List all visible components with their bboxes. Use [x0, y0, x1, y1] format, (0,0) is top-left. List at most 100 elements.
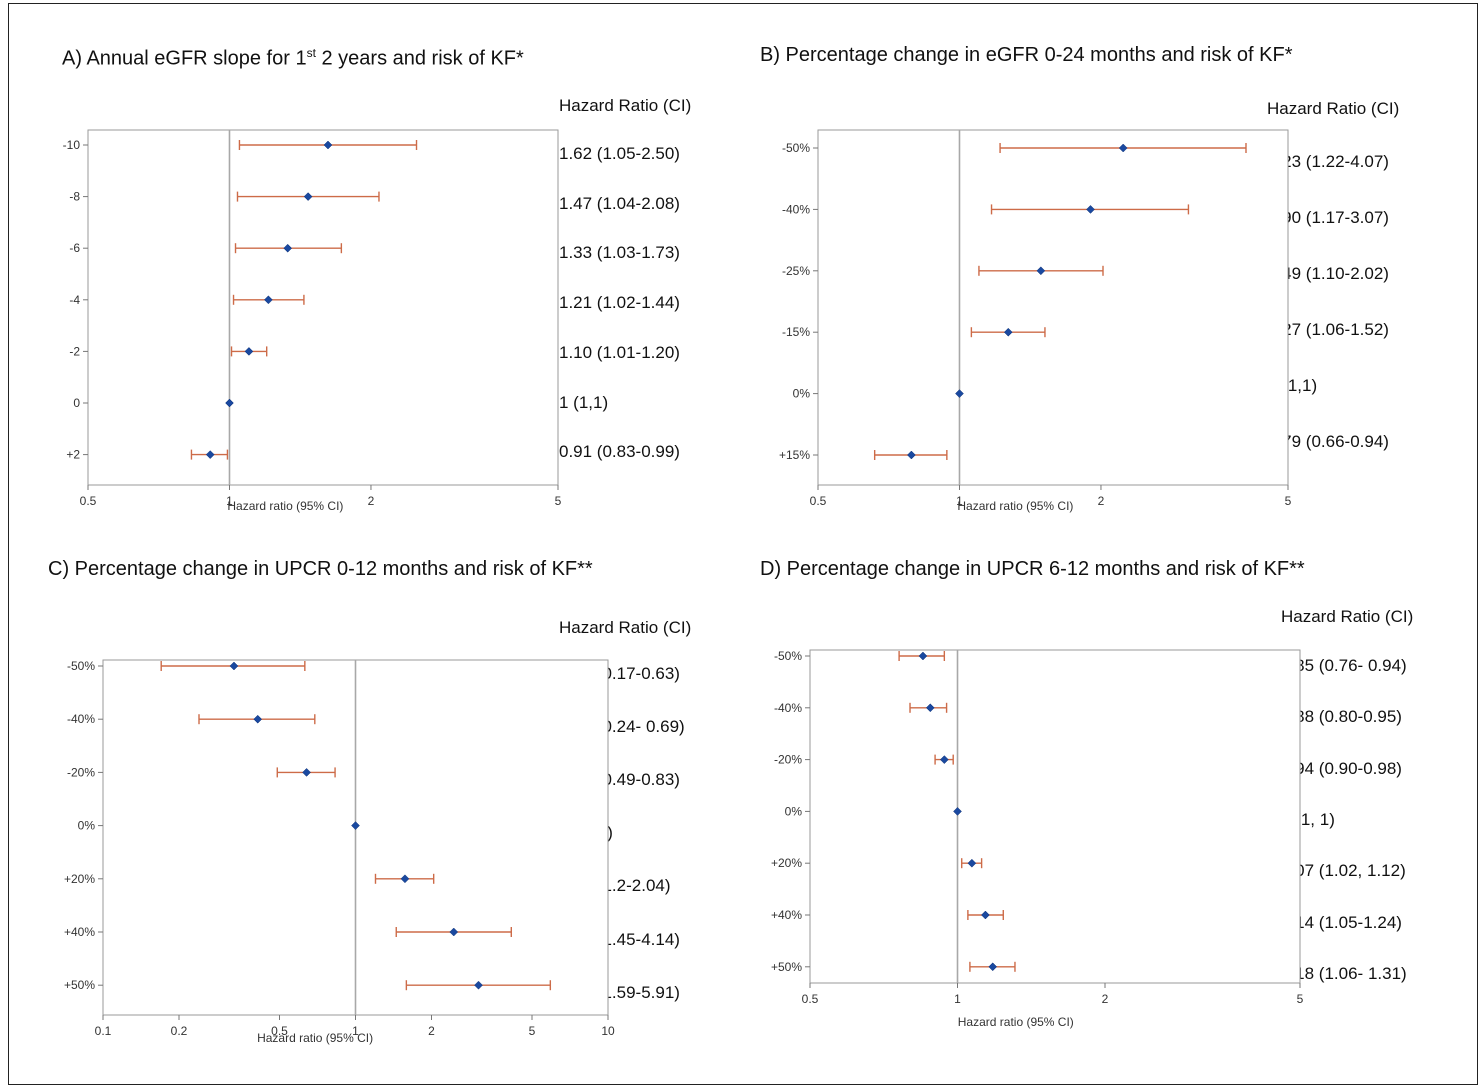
x-tick-label: 2 [1102, 992, 1109, 1006]
hazard-ratio-point [474, 980, 483, 990]
x-axis-label: Hazard ratio (95% CI) [257, 1031, 373, 1045]
hazard-ratio-point [449, 927, 459, 937]
y-tick-label: -40% [774, 701, 802, 715]
panel-d-hr-header: Hazard Ratio (CI) [1281, 607, 1414, 626]
hazard-ratio-point [351, 821, 360, 830]
x-tick-label: 1 [226, 494, 233, 508]
y-tick-label: +40% [64, 925, 95, 939]
y-tick-label: -4 [69, 293, 80, 307]
panel-a-hr-value: 1.62 (1.05-2.50) [559, 144, 680, 163]
x-tick-label: 10 [601, 1024, 615, 1038]
figure-frame [8, 3, 1478, 1085]
hazard-ratio-point [225, 398, 234, 408]
y-tick-label: 0% [78, 819, 96, 833]
panel-b-hr-value: 1.27 (1.06-1.52) [1268, 320, 1389, 339]
panel-b-hr-value: 1.90 (1.17-3.07) [1268, 208, 1389, 227]
hazard-ratio-point [302, 768, 311, 777]
y-tick-label: -8 [69, 190, 80, 204]
panel-d-hr-value: 0.85 (0.76- 0.94) [1281, 656, 1407, 675]
panel-a-hr-value: 1.47 (1.04-2.08) [559, 193, 680, 213]
y-tick-label: -2 [69, 344, 80, 358]
plot-area [817, 129, 1289, 486]
hazard-ratio-point [988, 962, 998, 972]
y-tick-label: -40% [782, 202, 810, 216]
y-tick-label: +40% [771, 908, 802, 922]
hazard-ratio-point [955, 389, 964, 398]
x-tick-label: 5 [529, 1024, 536, 1038]
x-tick-label: 1 [352, 1024, 359, 1038]
y-tick-label: +50% [771, 960, 802, 974]
panel-d-hr-value: 1.07 (1.02, 1.12) [1281, 861, 1406, 881]
y-tick-label: +15% [779, 448, 810, 462]
panel-d-title: D) Percentage change in UPCR 6-12 months… [760, 558, 1305, 581]
hazard-ratio-point [953, 807, 962, 816]
y-tick-label: -25% [782, 264, 810, 278]
hazard-ratio-point [253, 714, 263, 724]
panel-a-title: A) Annual eGFR slope for 1st 2 years and… [62, 46, 524, 71]
hazard-ratio-point [323, 140, 333, 150]
y-tick-label: +20% [64, 872, 95, 886]
y-tick-label: -10 [63, 138, 81, 152]
hazard-ratio-point [283, 243, 293, 253]
y-tick-label: -20% [774, 753, 802, 767]
hazard-ratio-point [400, 874, 410, 884]
x-tick-label: 2 [1098, 494, 1105, 508]
panel-b-forest-plot: 0.5 1 2 5 Hazard ratio (95% CI) -50% -40% -25% -… [779, 129, 1292, 513]
x-tick-label: 0.5 [810, 494, 827, 508]
x-axis-label: Hazard ratio (95% CI) [957, 499, 1073, 513]
x-tick-label: 5 [1297, 992, 1304, 1006]
y-tick-label: +2 [66, 448, 80, 462]
hazard-ratio-point [939, 755, 949, 764]
panel-a-hr-header: Hazard Ratio (CI) [559, 96, 692, 115]
panel-d-forest-plot: 0.5 1 2 5 Hazard ratio (95% CI) -50% -40% -20% 0… [771, 649, 1304, 1029]
x-tick-label: 2 [368, 494, 375, 508]
x-tick-label: 2 [428, 1024, 435, 1038]
panel-d-title-text: D) Percentage change in UPCR 6-12 months… [760, 558, 1305, 580]
plot-area [809, 649, 1301, 984]
y-tick-label: -50% [67, 659, 95, 673]
panel-a-title-rest: 2 years and risk of KF* [315, 47, 524, 70]
panel-a-hr-value: 0.91 (0.83-0.99) [559, 442, 680, 462]
plot-area [87, 129, 559, 486]
y-tick-label: -15% [782, 325, 810, 339]
panel-b-hr-value: 1.49 (1.10-2.02) [1268, 264, 1389, 283]
x-tick-label: 0.5 [802, 992, 819, 1006]
hazard-ratio-point [205, 450, 215, 459]
panel-b-hr-header: Hazard Ratio (CI) [1267, 99, 1400, 118]
panel-a-title-text: A) Annual eGFR slope for 1 [62, 47, 307, 70]
panel-d-hr-value: 0.88 (0.80-0.95) [1281, 707, 1402, 727]
hazard-ratio-point [1118, 143, 1128, 153]
x-tick-label: 1 [956, 494, 963, 508]
panel-d-hr-value: 1.14 (1.05-1.24) [1281, 912, 1402, 932]
x-axis-label: Hazard ratio (95% CI) [958, 1015, 1074, 1029]
x-tick-label: 0.5 [80, 494, 97, 508]
y-tick-label: -6 [69, 241, 80, 255]
x-tick-label: 5 [1285, 494, 1292, 508]
panel-d-hr-value: 1.18 (1.06- 1.31) [1281, 963, 1407, 983]
hazard-ratio-point [244, 347, 254, 356]
hazard-ratio-point [981, 910, 990, 920]
y-tick-label: -40% [67, 712, 95, 726]
hazard-ratio-point [967, 858, 977, 868]
hazard-ratio-point [1036, 266, 1046, 276]
hazard-ratio-point [303, 192, 313, 201]
hazard-ratio-point [907, 450, 916, 460]
y-tick-label: 0% [785, 804, 803, 818]
x-tick-label: 0.5 [271, 1024, 288, 1038]
y-tick-label: +50% [64, 978, 95, 992]
y-tick-label: -50% [774, 649, 802, 663]
panel-a-hr-value: 1.21 (1.02-1.44) [559, 293, 680, 313]
panel-a-forest-plot: 0.5 1 2 5 Hazard ratio (95% CI) -10 -8 -6 -4 -2 0 +… [63, 129, 562, 513]
x-tick-label: 1 [954, 992, 961, 1006]
panel-c-title-text: C) Percentage change in UPCR 0-12 months… [48, 558, 593, 580]
panel-a-hr-value: 1 (1,1) [559, 392, 609, 412]
panel-c-hr-header: Hazard Ratio (CI) [559, 618, 692, 637]
x-axis-label: Hazard ratio (95% CI) [227, 499, 343, 513]
panel-b-hr-value: 0.79 (0.66-0.94) [1268, 432, 1389, 451]
y-tick-label: +20% [771, 856, 802, 870]
hazard-ratio-point [925, 703, 935, 713]
hazard-ratio-point [918, 651, 928, 661]
y-tick-label: 0% [793, 387, 811, 401]
y-tick-label: -20% [67, 765, 95, 779]
panel-c-forest-plot: 0.1 0.2 0.5 1 2 5 10 Hazard ratio (95% CI) -50% -… [64, 659, 615, 1045]
